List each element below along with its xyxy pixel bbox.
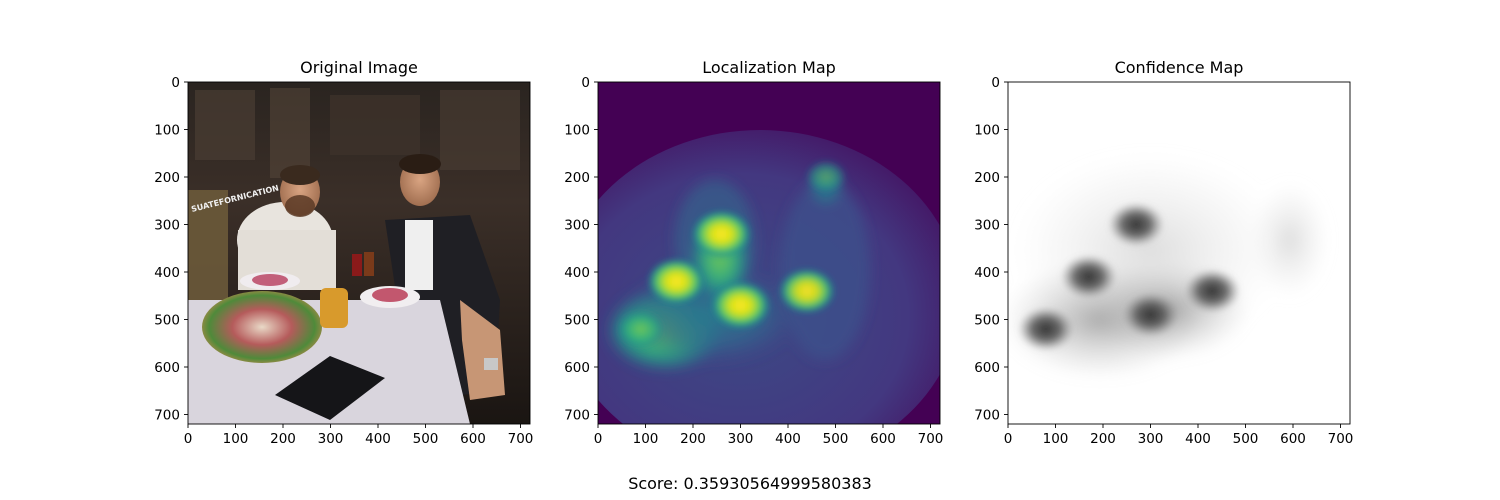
confidence-dark-region (1184, 269, 1241, 313)
confidence-dark-region (1122, 292, 1179, 337)
x-tick-label: 0 (184, 431, 193, 447)
y-tick-label: 600 (154, 360, 180, 376)
x-tick-label: 400 (1185, 431, 1211, 447)
localization-hotspot (778, 268, 836, 314)
x-tick-label: 500 (1233, 431, 1259, 447)
x-tick-label: 600 (870, 431, 896, 447)
localization-hotspot (710, 281, 771, 330)
score-label: Score: 0.35930564999580383 (628, 474, 872, 493)
y-tick-label: 500 (974, 313, 1000, 329)
localization-hotspot (805, 160, 847, 194)
y-tick-label: 0 (991, 75, 1000, 91)
y-tick-label: 0 (581, 75, 590, 91)
x-tick-label: 400 (365, 431, 391, 447)
localization-hotspot (691, 209, 752, 259)
x-tick-label: 300 (1138, 431, 1164, 447)
x-tick-label: 0 (1004, 431, 1013, 447)
x-tick-label: 600 (1280, 431, 1306, 447)
original-image-panel: SUATEFORNICATION (188, 82, 530, 424)
y-tick-label: 100 (974, 123, 1000, 139)
panel-title-localization: Localization Map (702, 58, 836, 77)
y-tick-label: 300 (974, 218, 1000, 234)
localization-hotspot (647, 258, 706, 305)
confidence-dark-region (1018, 307, 1074, 351)
localization-hotspot (615, 309, 666, 349)
y-tick-label: 700 (564, 408, 590, 424)
x-tick-label: 200 (680, 431, 706, 447)
x-tick-label: 300 (728, 431, 754, 447)
y-tick-label: 600 (974, 360, 1000, 376)
y-tick-label: 600 (564, 360, 590, 376)
y-tick-label: 0 (171, 75, 180, 91)
y-tick-label: 200 (154, 170, 180, 186)
y-tick-label: 300 (154, 218, 180, 234)
x-tick-label: 600 (460, 431, 486, 447)
axes-frame-confidence (1007, 81, 1351, 425)
y-tick-label: 700 (974, 408, 1000, 424)
x-tick-label: 100 (223, 431, 249, 447)
y-tick-label: 500 (564, 313, 590, 329)
y-tick-label: 100 (154, 123, 180, 139)
y-tick-label: 200 (974, 170, 1000, 186)
y-tick-label: 200 (564, 170, 590, 186)
x-tick-label: 400 (775, 431, 801, 447)
confidence-dark-region (1060, 254, 1117, 299)
x-tick-label: 0 (594, 431, 603, 447)
y-tick-label: 100 (564, 123, 590, 139)
panel-title-confidence: Confidence Map (1115, 58, 1244, 77)
x-tick-label: 500 (823, 431, 849, 447)
x-tick-label: 200 (1090, 431, 1116, 447)
x-tick-label: 300 (318, 431, 344, 447)
confidence-map-panel (1008, 82, 1350, 424)
x-tick-label: 500 (413, 431, 439, 447)
localization-map-panel (598, 82, 940, 424)
y-tick-label: 400 (564, 265, 590, 281)
y-tick-label: 400 (974, 265, 1000, 281)
x-tick-label: 700 (918, 431, 944, 447)
y-tick-label: 300 (564, 218, 590, 234)
y-tick-label: 700 (154, 408, 180, 424)
axes-frame-localization (597, 81, 941, 425)
axes-frame-original (187, 81, 531, 425)
y-tick-label: 400 (154, 265, 180, 281)
x-tick-label: 100 (1043, 431, 1069, 447)
confidence-dark-region (1108, 202, 1165, 247)
y-tick-label: 500 (154, 313, 180, 329)
x-tick-label: 100 (633, 431, 659, 447)
x-tick-label: 200 (270, 431, 296, 447)
panel-title-original: Original Image (300, 58, 418, 77)
x-tick-label: 700 (1328, 431, 1354, 447)
x-tick-label: 700 (508, 431, 534, 447)
